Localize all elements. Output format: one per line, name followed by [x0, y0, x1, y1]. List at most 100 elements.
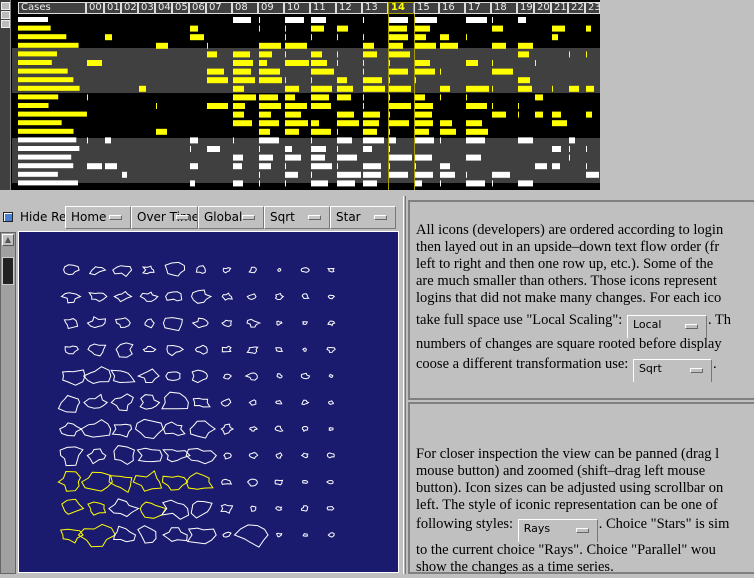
developer-icon[interactable]: [110, 369, 136, 384]
developer-icon[interactable]: [186, 527, 217, 545]
hour-header-20[interactable]: 20: [534, 2, 551, 14]
developer-icon[interactable]: [328, 373, 334, 378]
hour-header-19[interactable]: 19: [517, 2, 534, 14]
developer-icon[interactable]: [87, 501, 107, 516]
developer-icon[interactable]: [162, 317, 183, 332]
developer-icon[interactable]: [113, 445, 135, 465]
developer-icon[interactable]: [248, 426, 259, 432]
developer-icon[interactable]: [300, 452, 309, 459]
developer-icon[interactable]: [108, 498, 140, 518]
developer-icon[interactable]: [248, 451, 259, 460]
developer-icon[interactable]: [108, 475, 133, 494]
developer-icon[interactable]: [221, 319, 233, 328]
developer-icon[interactable]: [136, 447, 163, 463]
developer-icon[interactable]: [83, 393, 109, 409]
hour-header-09[interactable]: 09: [258, 2, 284, 14]
hour-header-11[interactable]: 11: [310, 2, 336, 14]
developer-icon[interactable]: [115, 317, 131, 329]
developer-icon[interactable]: [64, 345, 79, 355]
developer-icon[interactable]: [301, 425, 309, 433]
developer-icon[interactable]: [161, 475, 189, 491]
hour-header-14[interactable]: 14: [388, 2, 414, 14]
hide-checkbox[interactable]: [3, 212, 13, 222]
developer-icon[interactable]: [221, 478, 233, 485]
scroll-up-arrow-icon[interactable]: ▲: [2, 234, 14, 246]
location-dropdown[interactable]: Home: [65, 206, 131, 229]
developer-icon[interactable]: [80, 419, 112, 438]
developer-icon[interactable]: [246, 346, 259, 355]
developer-icon[interactable]: [82, 366, 112, 385]
hour-header-02[interactable]: 02: [121, 2, 138, 14]
developer-icon[interactable]: [246, 318, 262, 328]
developer-icon[interactable]: [275, 532, 283, 538]
scroll-button[interactable]: [1, 2, 10, 10]
developer-icon[interactable]: [276, 373, 283, 379]
hour-header-08[interactable]: 08: [232, 2, 258, 14]
developer-icon[interactable]: [134, 418, 164, 440]
developer-icon[interactable]: [275, 400, 283, 405]
style-dropdown[interactable]: Star: [330, 206, 396, 229]
developer-icon[interactable]: [220, 398, 232, 407]
developer-icon[interactable]: [274, 479, 284, 486]
developer-icon[interactable]: [139, 501, 167, 519]
developer-icon[interactable]: [87, 343, 107, 357]
time-dropdown[interactable]: Over Time: [131, 206, 198, 229]
developer-icon[interactable]: [327, 320, 336, 327]
hour-header-01[interactable]: 01: [104, 2, 121, 14]
developer-icon[interactable]: [185, 447, 217, 465]
hour-header-10[interactable]: 10: [284, 2, 310, 14]
developer-icon[interactable]: [302, 533, 308, 537]
developer-icon[interactable]: [81, 471, 113, 492]
developer-icon[interactable]: [222, 267, 232, 274]
developer-icon[interactable]: [327, 532, 335, 538]
developer-icon[interactable]: [275, 347, 284, 353]
developer-icon[interactable]: [77, 523, 116, 548]
hour-header-12[interactable]: 12: [336, 2, 362, 14]
developer-icon[interactable]: [113, 525, 137, 543]
developer-icon[interactable]: [275, 506, 283, 511]
developer-icon[interactable]: [244, 372, 258, 381]
developer-icon[interactable]: [300, 372, 311, 380]
hour-header-07[interactable]: 07: [206, 2, 232, 14]
cases-column-header[interactable]: Cases: [18, 2, 86, 14]
developer-icon[interactable]: [220, 503, 234, 514]
developer-icon[interactable]: [132, 470, 163, 492]
scaling-dropdown[interactable]: Global: [198, 206, 264, 229]
developer-icon[interactable]: [162, 527, 188, 542]
developer-icon[interactable]: [163, 421, 186, 437]
developer-icon[interactable]: [165, 371, 181, 382]
developer-icon[interactable]: [59, 446, 84, 467]
scroll-button[interactable]: [1, 20, 10, 28]
hour-header-16[interactable]: 16: [439, 2, 465, 14]
developer-icon[interactable]: [326, 452, 335, 459]
developer-icon[interactable]: [60, 292, 82, 304]
developer-icon[interactable]: [115, 342, 134, 358]
developer-icon[interactable]: [191, 317, 209, 329]
local-scaling-dropdown[interactable]: Local: [626, 315, 707, 338]
developer-icon[interactable]: [113, 290, 133, 303]
developer-icon[interactable]: [190, 500, 213, 519]
developer-icon[interactable]: [248, 266, 257, 274]
hour-header-13[interactable]: 13: [362, 2, 388, 14]
developer-icon[interactable]: [139, 394, 161, 410]
developer-icon[interactable]: [328, 400, 334, 405]
hour-header-00[interactable]: 00: [86, 2, 104, 14]
hour-header-05[interactable]: 05: [172, 2, 189, 14]
developer-icon[interactable]: [137, 525, 157, 544]
developer-icon[interactable]: [248, 399, 257, 406]
developer-icon[interactable]: [142, 345, 157, 353]
developer-icon[interactable]: [302, 479, 309, 484]
developer-icon[interactable]: [277, 267, 282, 272]
developer-icon[interactable]: [274, 425, 284, 432]
developer-icon[interactable]: [328, 427, 334, 431]
developer-icon[interactable]: [192, 397, 211, 408]
developer-icon[interactable]: [301, 321, 309, 325]
developer-icon[interactable]: [110, 393, 134, 412]
developer-icon[interactable]: [88, 292, 108, 302]
developer-icon[interactable]: [160, 499, 190, 520]
hour-header-17[interactable]: 17: [465, 2, 491, 14]
developer-icon[interactable]: [246, 293, 257, 301]
timeline-view[interactable]: Cases 00 01 02 03 04 05 06 07 08 09 10 11 12 13 14 15 16 1…: [0, 0, 600, 190]
icon-canvas[interactable]: [18, 231, 399, 573]
developer-icon[interactable]: [57, 394, 81, 413]
